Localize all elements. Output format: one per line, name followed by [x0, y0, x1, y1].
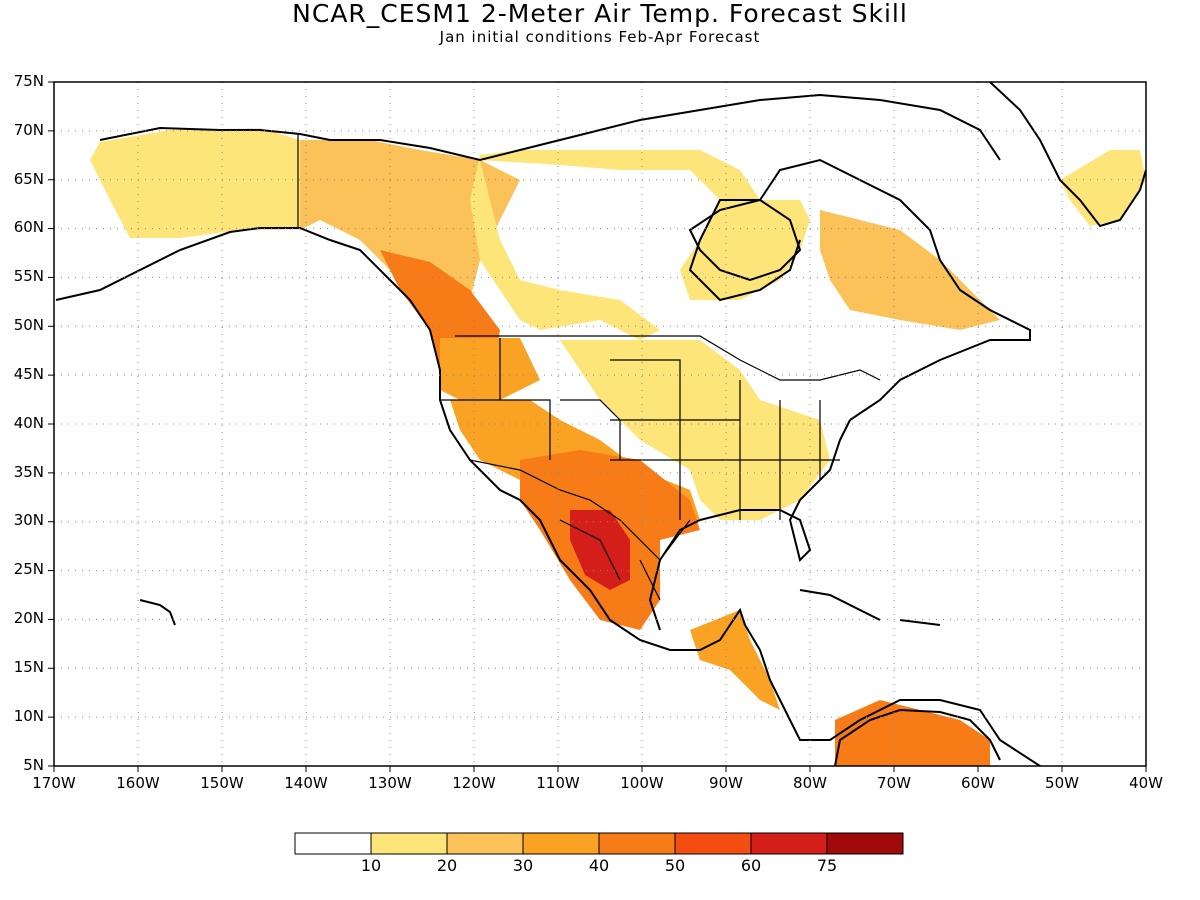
lon-label: 40W — [1129, 774, 1163, 792]
lon-label: 100W — [620, 774, 664, 792]
border-us-mexico — [469, 459, 691, 561]
coastline-cuba — [799, 589, 941, 626]
lon-label: 70W — [877, 774, 911, 792]
map-subtitle: Jan initial conditions Feb-Apr Forecast — [439, 28, 761, 46]
lon-label: 150W — [200, 774, 244, 792]
region-yukon-bc — [300, 140, 520, 330]
lon-label: 130W — [368, 774, 412, 792]
us-state-lines — [440, 338, 840, 520]
lat-label: 45N — [13, 365, 44, 383]
colorbar-swatch-1 — [370, 832, 448, 855]
political-borders — [297, 134, 881, 601]
colorbar-tick-label: 75 — [816, 856, 838, 875]
mexico-state-lines — [559, 519, 661, 601]
colorbar-tick-label: 30 — [512, 856, 534, 875]
lat-label: 30N — [13, 511, 44, 529]
lat-label: 70N — [13, 121, 44, 139]
coastline-hudson-bay — [688, 198, 802, 282]
lat-label: 50N — [13, 316, 44, 334]
coastline-greenland — [989, 82, 1146, 228]
lon-label: 120W — [452, 774, 496, 792]
colorbar-swatch-2 — [446, 832, 524, 855]
lat-label: 75N — [13, 72, 44, 90]
colorbar-tick-label: 20 — [436, 856, 458, 875]
lat-label: 40N — [13, 414, 44, 432]
region-greenland-south — [1060, 150, 1146, 226]
lat-label: 25N — [13, 560, 44, 578]
coastline-north-america — [55, 227, 1041, 766]
region-quebec — [820, 210, 1000, 330]
colorbar-tick-label: 60 — [740, 856, 762, 875]
lat-label: 35N — [13, 463, 44, 481]
colorbar-swatch-7 — [826, 832, 904, 855]
lat-label: 5N — [23, 756, 44, 774]
region-gulf-coast — [560, 340, 830, 520]
coastline-hawaii — [139, 599, 176, 626]
map-title: NCAR_CESM1 2-Meter Air Temp. Forecast Sk… — [292, 0, 908, 28]
region-alaska-west — [90, 128, 300, 238]
lat-label: 55N — [13, 267, 44, 285]
colorbar-swatch-0 — [294, 832, 372, 855]
colorbar-swatch-5 — [674, 832, 752, 855]
lat-label: 60N — [13, 218, 44, 236]
colorbar-legend — [294, 832, 904, 855]
lat-label: 10N — [13, 707, 44, 725]
lon-label: 110W — [536, 774, 580, 792]
coastline-east — [688, 158, 1031, 421]
colorbar-tick-label: 40 — [588, 856, 610, 875]
lat-label: 65N — [13, 170, 44, 188]
region-venezuela — [835, 700, 990, 766]
lon-label: 160W — [116, 774, 160, 792]
colorbar-tick-label: 10 — [360, 856, 382, 875]
skill-shading — [90, 128, 1146, 766]
region-canada-central — [470, 150, 810, 340]
coastlines — [55, 82, 1146, 766]
lon-label: 50W — [1045, 774, 1079, 792]
colorbar-swatch-6 — [750, 832, 828, 855]
lat-label: 20N — [13, 609, 44, 627]
lon-label: 60W — [961, 774, 995, 792]
lat-label: 15N — [13, 658, 44, 676]
region-pacific-northwest — [440, 338, 540, 400]
lon-label: 170W — [32, 774, 76, 792]
coastline-arctic — [99, 93, 1001, 162]
lon-label: 140W — [284, 774, 328, 792]
colorbar-swatch-3 — [522, 832, 600, 855]
region-central-america — [690, 610, 780, 710]
axis-ticks — [48, 81, 1147, 772]
border-us-canada — [455, 335, 881, 381]
lon-label: 80W — [793, 774, 827, 792]
coastline-south-america — [834, 708, 1001, 766]
lon-label: 90W — [709, 774, 743, 792]
colorbar-tick-label: 50 — [664, 856, 686, 875]
colorbar-swatch-4 — [598, 832, 676, 855]
